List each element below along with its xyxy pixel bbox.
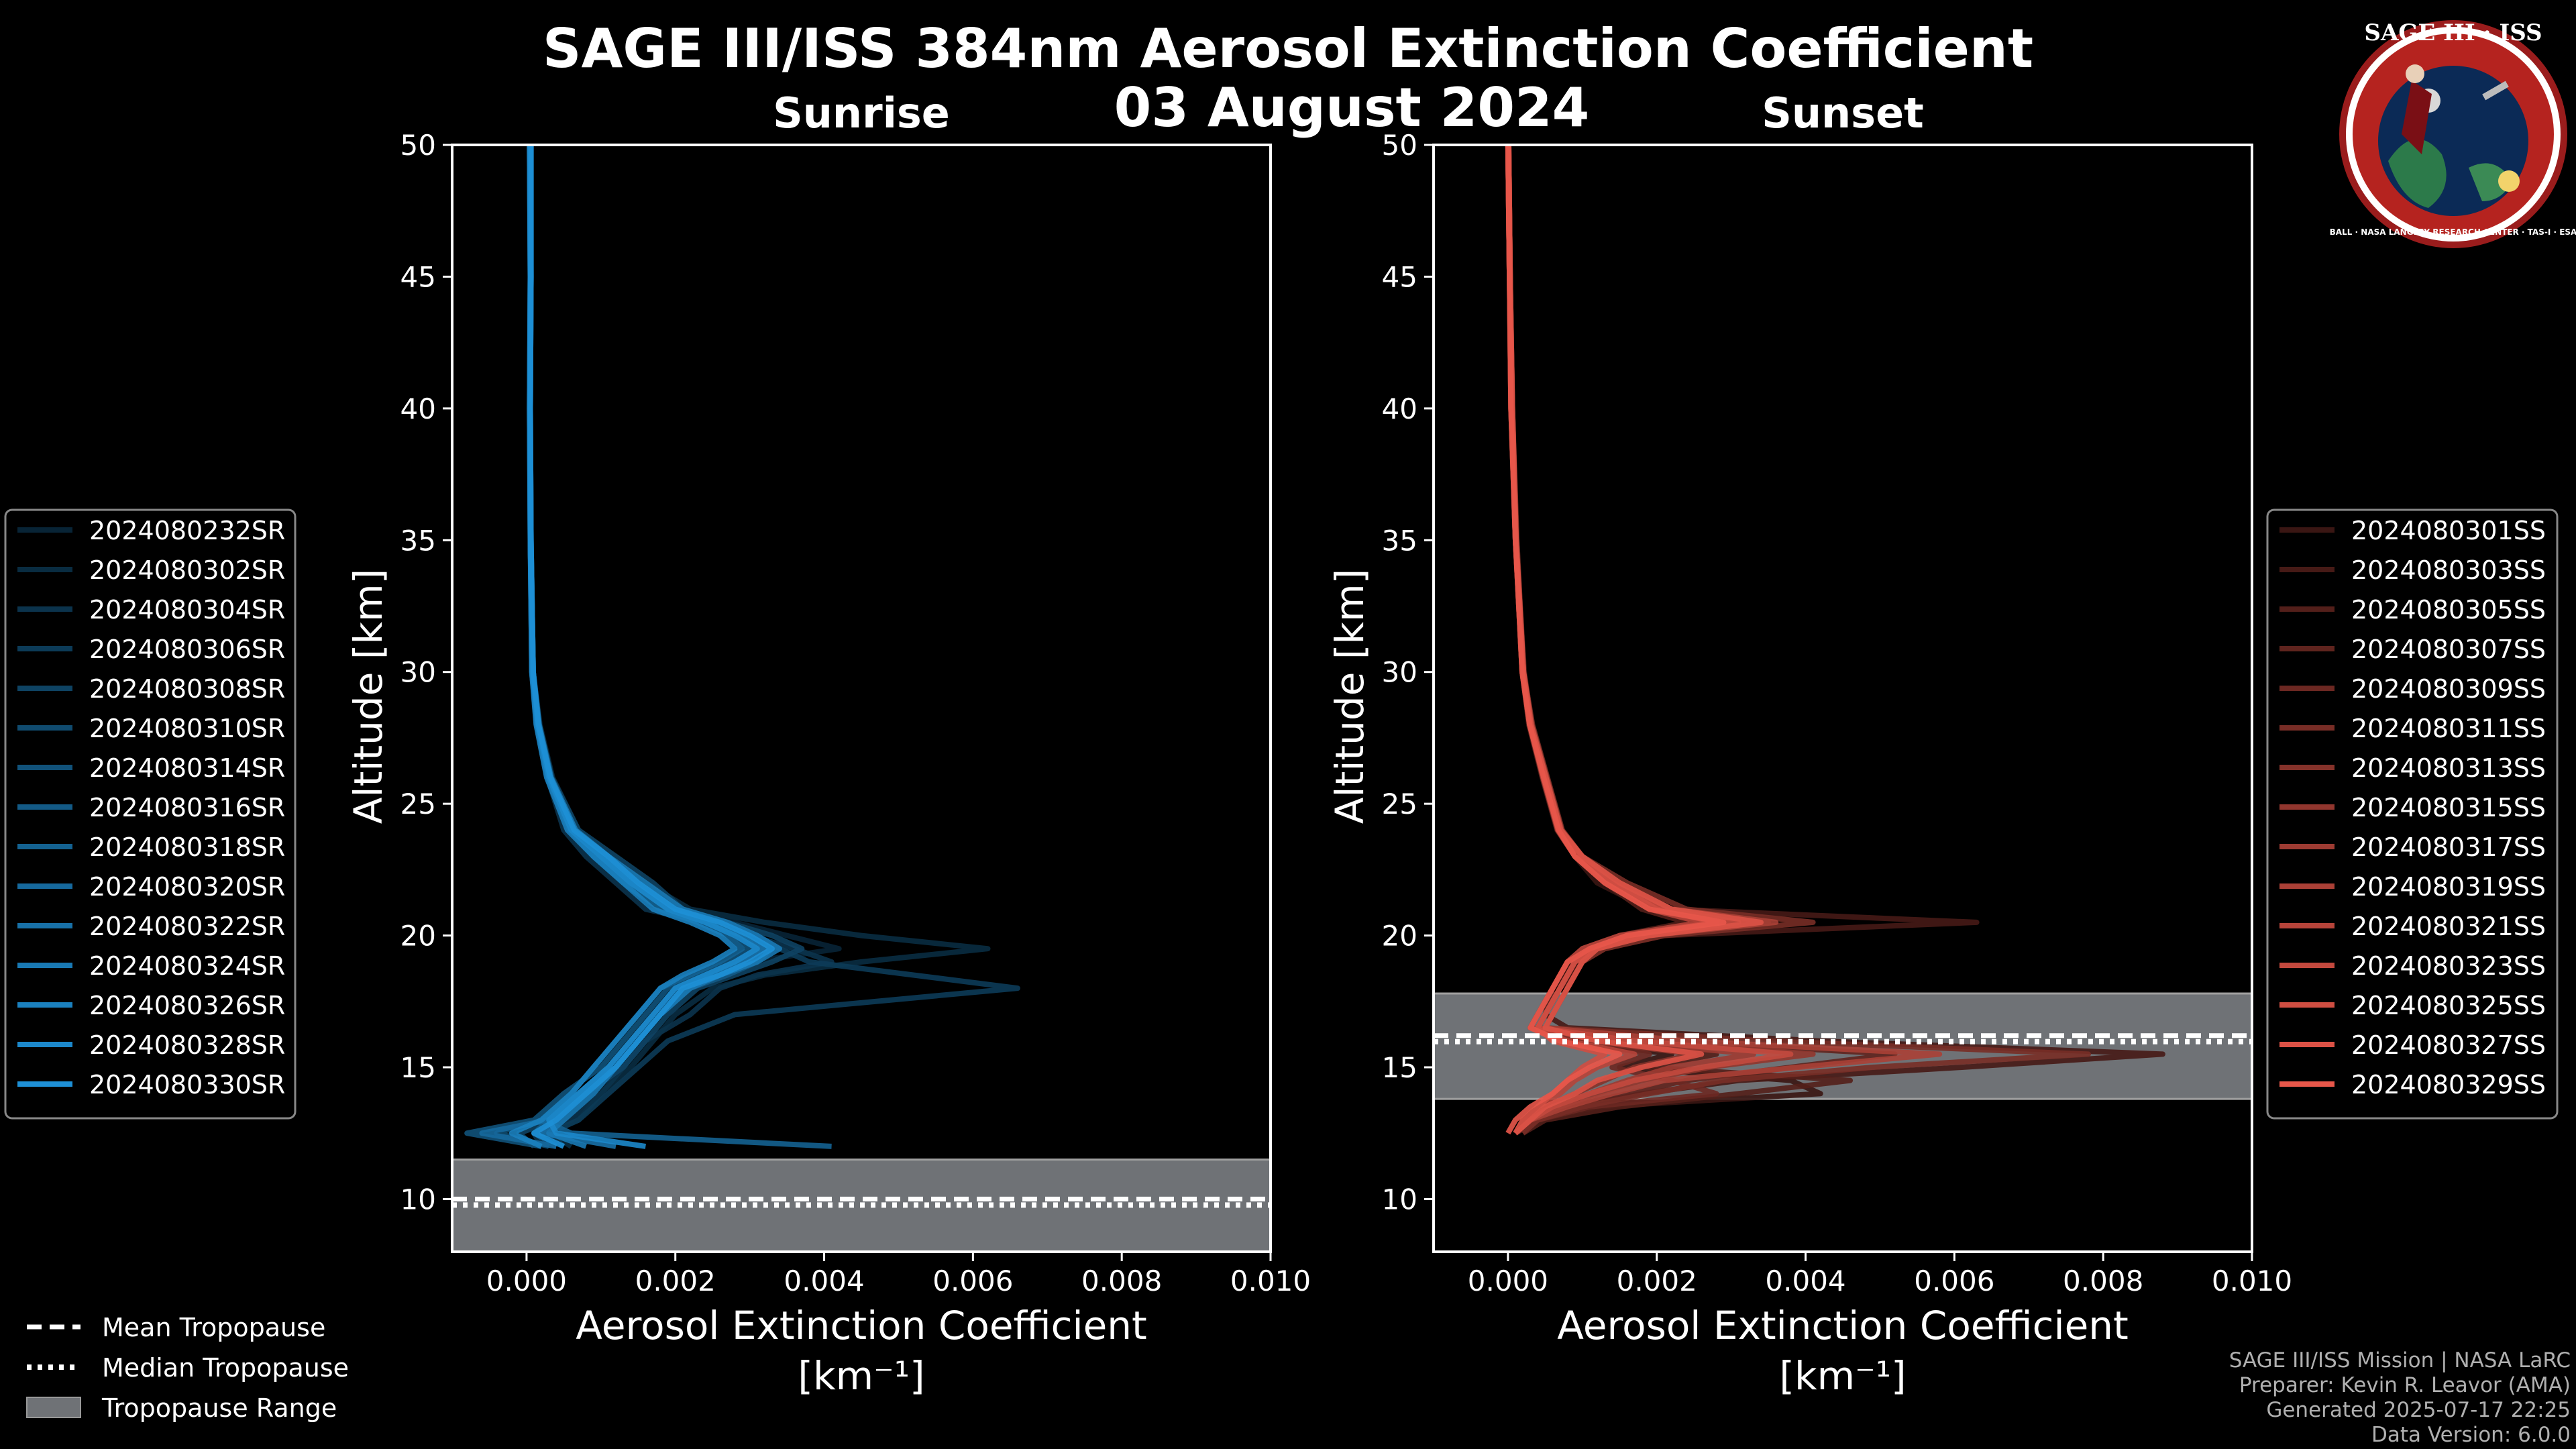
y-tick-label: 50 — [1382, 129, 1417, 162]
x-tick-label: 0.010 — [2212, 1265, 2292, 1297]
badge-title: SAGE III · ISS — [2364, 19, 2542, 46]
tropopause-legend: Mean Tropopause Median Tropopause Tropop… — [26, 1313, 349, 1423]
credit-generated: Generated 2025-07-17 22:25 — [2266, 1398, 2571, 1422]
legend-label: 2024080309SS — [2351, 674, 2546, 704]
mean-tropopause-label: Mean Tropopause — [102, 1313, 325, 1342]
y-axis-label: Altitude [km] — [345, 569, 391, 824]
x-tick-label: 0.008 — [2063, 1265, 2143, 1297]
credits: SAGE III/ISS Mission | NASA LaRC Prepare… — [2229, 1348, 2571, 1447]
y-tick-label: 10 — [400, 1183, 436, 1216]
y-tick-label: 10 — [1382, 1183, 1417, 1216]
x-tick-label: 0.002 — [635, 1265, 716, 1297]
y-tick-label: 45 — [400, 260, 436, 293]
legend-label: 2024080232SR — [89, 516, 285, 545]
legend-label: 2024080330SR — [89, 1070, 285, 1099]
y-tick-label: 25 — [1382, 788, 1417, 820]
x-axis-units: [km⁻¹] — [798, 1353, 924, 1399]
x-axis-label: Aerosol Extinction Coefficient — [1557, 1303, 2129, 1348]
plot-frame — [451, 144, 1272, 1253]
tropopause-range-swatch — [26, 1397, 81, 1418]
legend-label: 2024080319SS — [2351, 872, 2546, 902]
profile-line-2024080329SS — [1505, 145, 1727, 1135]
legend-label: 2024080313SS — [2351, 753, 2546, 783]
y-tick-label: 35 — [1382, 524, 1417, 557]
legend-label: 2024080316SR — [89, 793, 285, 822]
y-tick-label: 35 — [400, 524, 436, 557]
y-tick-label: 45 — [1382, 260, 1417, 293]
legend-label: 2024080305SS — [2351, 595, 2546, 625]
legend-label: 2024080302SR — [89, 555, 285, 585]
legend-label: 2024080320SR — [89, 872, 285, 902]
median-tropopause-label: Median Tropopause — [102, 1353, 349, 1383]
legend-label: 2024080311SS — [2351, 714, 2546, 743]
legend-label: 2024080306SR — [89, 635, 285, 664]
profiles — [464, 145, 1020, 1149]
legend-label: 2024080325SS — [2351, 991, 2546, 1020]
legend-label: 2024080307SS — [2351, 635, 2546, 664]
credit-mission: SAGE III/ISS Mission | NASA LaRC — [2229, 1348, 2571, 1373]
legend-label: 2024080315SS — [2351, 793, 2546, 822]
figure-title: SAGE III/ISS 384nm Aerosol Extinction Co… — [543, 17, 2033, 80]
sunset-panel: Sunset 0.000 0.002 0.004 0.006 0.008 0.010 10 15… — [1327, 89, 2559, 1399]
x-tick-label: 0.000 — [486, 1265, 567, 1297]
x-tick-label: 0.004 — [784, 1265, 864, 1297]
x-tick-label: 0.006 — [932, 1265, 1013, 1297]
y-tick-label: 30 — [400, 656, 436, 689]
x-tick-label: 0.008 — [1081, 1265, 1162, 1297]
series-legend: 2024080232SR 2024080302SR 2024080304SR 2024… — [4, 508, 297, 1120]
y-tick-label: 20 — [400, 920, 436, 953]
legend-label: 2024080322SR — [89, 912, 285, 941]
plot-frame — [1432, 144, 2253, 1253]
legend-label: 2024080314SR — [89, 753, 285, 783]
y-tick-label: 40 — [1382, 392, 1417, 425]
x-tick-label: 0.006 — [1914, 1265, 1994, 1297]
series-legend: 2024080301SS 2024080303SS 2024080305SS 2024… — [2266, 508, 2559, 1120]
legend-frame — [4, 508, 297, 1120]
badge-ring-text: BALL · NASA LANGLEY RESEARCH CENTER · TA… — [2330, 227, 2576, 237]
tropopause-range-label: Tropopause Range — [101, 1393, 337, 1423]
sunrise-panel: Sunrise 0.000 0.002 0.004 0.006 0.008 0.010 10 1… — [4, 89, 1311, 1399]
legend-frame — [2266, 508, 2559, 1120]
legend-label: 2024080317SS — [2351, 833, 2546, 862]
legend-label: 2024080310SR — [89, 714, 285, 743]
panel-title: Sunset — [1762, 89, 1924, 138]
y-tick-label: 15 — [400, 1051, 436, 1084]
x-axis-units: [km⁻¹] — [1779, 1353, 1906, 1399]
panel-title: Sunrise — [773, 89, 950, 138]
legend-label: 2024080303SS — [2351, 555, 2546, 585]
profile-line-2024080330SR — [527, 145, 775, 1149]
y-tick-label: 25 — [400, 788, 436, 820]
legend-label: 2024080323SS — [2351, 951, 2546, 981]
legend-label: 2024080301SS — [2351, 516, 2546, 545]
x-axis-label: Aerosol Extinction Coefficient — [576, 1303, 1147, 1348]
x-tick-label: 0.010 — [1230, 1265, 1311, 1297]
y-tick-label: 30 — [1382, 656, 1417, 689]
figure-date: 03 August 2024 — [1114, 76, 1590, 139]
x-tick-label: 0.004 — [1765, 1265, 1845, 1297]
legend-label: 2024080327SS — [2351, 1030, 2546, 1060]
legend-label: 2024080304SR — [89, 595, 285, 625]
legend-label: 2024080318SR — [89, 833, 285, 862]
y-tick-label: 15 — [1382, 1051, 1417, 1084]
y-tick-label: 20 — [1382, 920, 1417, 953]
y-tick-label: 50 — [400, 129, 436, 162]
legend-label: 2024080326SR — [89, 991, 285, 1020]
legend-label: 2024080308SR — [89, 674, 285, 704]
legend-label: 2024080324SR — [89, 951, 285, 981]
credit-data-version: Data Version: 6.0.0 — [2371, 1423, 2571, 1447]
legend-label: 2024080321SS — [2351, 912, 2546, 941]
credit-preparer: Preparer: Kevin R. Leavor (AMA) — [2239, 1373, 2571, 1397]
legend-label: 2024080329SS — [2351, 1070, 2546, 1099]
y-axis-label: Altitude [km] — [1327, 569, 1373, 824]
y-tick-label: 40 — [400, 392, 436, 425]
x-tick-label: 0.002 — [1617, 1265, 1697, 1297]
profiles — [1505, 145, 2165, 1136]
sage-iii-iss-badge: SAGE III · ISS BALL · NASA LANGLEY RESEA… — [2330, 19, 2576, 248]
x-tick-label: 0.000 — [1468, 1265, 1548, 1297]
legend-label: 2024080328SR — [89, 1030, 285, 1060]
